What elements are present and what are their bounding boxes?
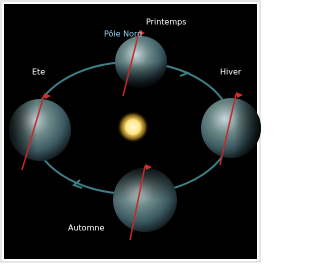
label-autumn: Automne (68, 224, 104, 233)
label-north-pole: Pôle Nord (104, 29, 142, 39)
sun (117, 111, 149, 143)
label-summer: Ete (32, 68, 45, 77)
label-spring: Printemps (146, 18, 186, 27)
label-winter: Hiver (220, 68, 242, 77)
diagram: Printemps Pôle Nord Ete Hiver Automne (0, 0, 262, 264)
